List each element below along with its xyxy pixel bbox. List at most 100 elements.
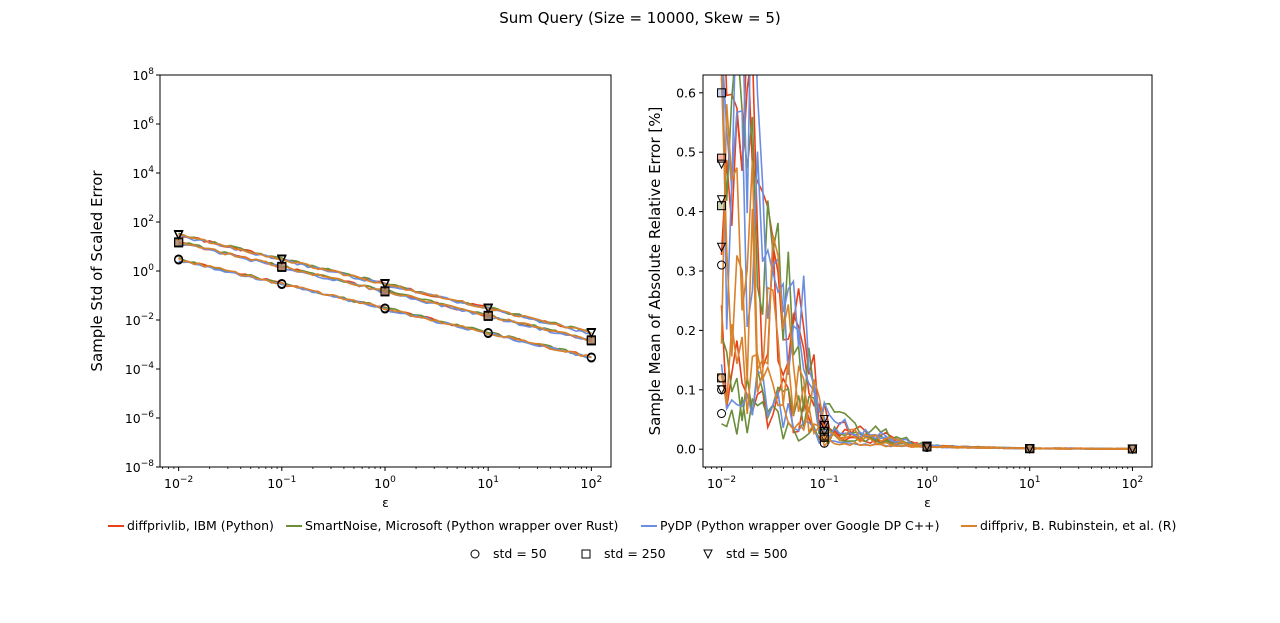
series-line: [178, 243, 592, 342]
x-tick-label: 100: [916, 475, 938, 491]
legend-label-diffpriv: diffpriv, B. Rubinstein, et al. (R): [980, 518, 1177, 533]
legend-line-diffpriv: [961, 524, 977, 527]
plot-area: [178, 232, 592, 359]
legend-item-std50: std = 50: [467, 546, 547, 561]
y-tick-label: 0.0: [676, 442, 696, 457]
x-tick-label: 101: [1019, 475, 1041, 491]
legend-label-smartnoise: SmartNoise, Microsoft (Python wrapper ov…: [305, 518, 619, 533]
y-tick-label: 10−6: [125, 410, 154, 426]
plot-area: [720, 75, 1133, 451]
y-tick-label: 10−4: [125, 361, 154, 377]
legend-item-smartnoise: SmartNoise, Microsoft (Python wrapper ov…: [286, 518, 618, 533]
legend-label-diffprivlib: diffprivlib, IBM (Python): [127, 518, 274, 533]
y-axis-label: Sample Std of Scaled Error: [88, 170, 106, 372]
legend-label-std50: std = 50: [493, 546, 547, 561]
series-line: [722, 75, 1133, 451]
data-point-circle: [174, 254, 184, 264]
series-line: [178, 242, 592, 343]
y-tick-label: 0.1: [676, 382, 696, 397]
series-line: [720, 104, 1133, 451]
y-tick-label: 0.6: [676, 85, 696, 100]
chart-panel-right: 10−2 10−1 100 101 102 0.0 0.1 0.2 0.3 0.4 0.5 0.6 ε S…: [646, 74, 1153, 510]
y-tick-label: 108: [132, 67, 154, 83]
y-tick-label: 100: [132, 263, 154, 279]
triangle-down-marker-icon: [703, 549, 713, 559]
data-point-square: [1025, 444, 1035, 454]
legend-line-diffprivlib: [108, 524, 124, 527]
legend-item-diffprivlib: diffprivlib, IBM (Python): [108, 518, 274, 533]
chart-panel-left: 10−2 10−1 100 101 102 10−8 10−6 10−4 10−2 100 102 1…: [88, 67, 612, 510]
x-axis-label: ε: [382, 495, 389, 510]
legend-label-std500: std = 500: [726, 546, 788, 561]
legend-label-pydp: PyDP (Python wrapper over Google DP C++): [660, 518, 940, 533]
legend-line-pydp: [641, 524, 657, 527]
data-point-triangle: [819, 426, 830, 437]
y-axis-label: Sample Mean of Absolute Relative Error […: [646, 107, 664, 436]
x-tick-label: 101: [477, 475, 499, 491]
data-point-circle: [717, 385, 727, 395]
data-point-circle: [717, 409, 727, 419]
data-point-circle: [380, 303, 390, 313]
data-point-triangle: [380, 279, 390, 289]
series-line: [720, 75, 1133, 451]
x-tick-label: 10−1: [267, 475, 296, 491]
series-line: [178, 257, 592, 359]
data-point-triangle: [716, 159, 727, 170]
legend-item-diffpriv: diffpriv, B. Rubinstein, et al. (R): [961, 518, 1176, 533]
data-point-triangle: [1127, 444, 1138, 455]
x-tick-label: 10−2: [164, 475, 193, 491]
y-tick-label: 106: [132, 116, 154, 132]
data-point-triangle: [819, 420, 830, 431]
figure-title: Sum Query (Size = 10000, Skew = 5): [499, 9, 781, 27]
data-point-square: [922, 442, 932, 452]
x-tick-label: 102: [581, 475, 603, 491]
x-axis-label: ε: [924, 495, 931, 510]
series-line: [178, 233, 592, 335]
data-point-triangle: [716, 195, 727, 205]
data-point-square: [717, 88, 727, 98]
data-point-triangle: [173, 230, 184, 240]
data-point-triangle: [1024, 444, 1035, 454]
data-point-circle: [277, 279, 287, 289]
y-tick-label: 104: [132, 165, 154, 181]
data-point-triangle: [922, 442, 932, 452]
data-point-circle: [483, 328, 493, 338]
data-point-square: [717, 373, 727, 383]
data-point-square: [717, 201, 727, 211]
series-line: [720, 75, 1133, 450]
data-point-triangle: [586, 328, 597, 338]
data-point-triangle: [819, 414, 830, 425]
y-tick-label: 0.2: [676, 323, 696, 338]
y-tick-label: 102: [132, 214, 154, 230]
data-point-square: [819, 432, 829, 442]
data-point-circle: [717, 260, 727, 270]
series-line: [720, 324, 1133, 451]
data-point-triangle: [716, 242, 727, 253]
y-tick-label: 0.5: [676, 145, 696, 160]
legend-item-std500: std = 500: [700, 546, 788, 561]
data-point-square: [717, 153, 727, 163]
data-point-circle: [586, 352, 596, 362]
series-line: [720, 75, 1133, 451]
legend-label-std250: std = 250: [604, 546, 666, 561]
square-marker-icon: [581, 549, 591, 558]
legend-item-std250: std = 250: [578, 546, 666, 561]
data-point-circle: [819, 438, 829, 448]
x-tick-label: 10−1: [810, 475, 839, 491]
axes-frame: [702, 74, 1153, 468]
data-point-square: [1127, 444, 1137, 454]
legend-line-smartnoise: [286, 524, 302, 527]
series-line: [725, 75, 1133, 451]
x-tick-label: 102: [1122, 475, 1144, 491]
y-tick-label: 10−8: [125, 459, 154, 475]
data-point-triangle: [483, 303, 493, 314]
legend-item-pydp: PyDP (Python wrapper over Google DP C++): [641, 518, 940, 533]
circle-marker-icon: [470, 549, 480, 558]
series-line: [720, 335, 1133, 451]
y-tick-label: 0.3: [676, 264, 696, 279]
y-tick-label: 0.4: [676, 204, 696, 219]
series-line: [722, 75, 1133, 450]
data-point-triangle: [276, 254, 287, 265]
